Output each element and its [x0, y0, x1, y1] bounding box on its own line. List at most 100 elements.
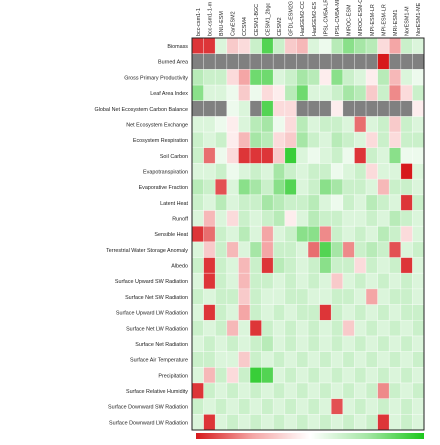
- heatmap-cell: [412, 320, 425, 337]
- heatmap-cell: [296, 147, 309, 164]
- heatmap-cell: [261, 367, 274, 384]
- heatmap-cell: [377, 382, 390, 399]
- column-label: CESM1_2bgc: [265, 2, 271, 36]
- heatmap-cell: [319, 38, 332, 54]
- heatmap-cell: [296, 382, 309, 399]
- heatmap-cell: [354, 304, 367, 321]
- heatmap-cell: [273, 163, 286, 180]
- heatmap-cell: [377, 210, 390, 227]
- heatmap-cell: [250, 288, 262, 305]
- heatmap-cell: [342, 273, 355, 290]
- heatmap-cell: [215, 147, 228, 164]
- heatmap-cell: [273, 351, 286, 368]
- heatmap-cell: [192, 147, 204, 164]
- heatmap-cell: [412, 38, 425, 54]
- heatmap-cell: [192, 163, 204, 180]
- heatmap-cell: [400, 132, 413, 149]
- heatmap-cell: [308, 367, 320, 384]
- heatmap-cell: [192, 85, 204, 102]
- heatmap-cell: [366, 163, 378, 180]
- heatmap-cell: [296, 163, 309, 180]
- heatmap-cell: [377, 288, 390, 305]
- heatmap-cell: [319, 367, 332, 384]
- heatmap-cell: [389, 241, 402, 258]
- heatmap-cell: [284, 257, 297, 274]
- heatmap-cell: [412, 116, 425, 133]
- heatmap-cell: [308, 194, 320, 211]
- heatmap-cell: [250, 210, 262, 227]
- row-label: Surface Air Temperature: [130, 358, 188, 364]
- heatmap-cell: [377, 85, 390, 102]
- heatmap-cell: [226, 288, 239, 305]
- heatmap-cell: [250, 241, 262, 258]
- heatmap-cell: [377, 163, 390, 180]
- heatmap-cell: [226, 53, 239, 70]
- heatmap-cell: [366, 147, 378, 164]
- heatmap-cell: [331, 367, 344, 384]
- heatmap-cell: [412, 241, 425, 258]
- heatmap-cell: [389, 179, 402, 196]
- heatmap-cell: [342, 351, 355, 368]
- heatmap-cell: [203, 335, 216, 352]
- heatmap-cell: [308, 69, 320, 86]
- heatmap-cell: [377, 273, 390, 290]
- heatmap-cell: [412, 367, 425, 384]
- heatmap-cell: [261, 53, 274, 70]
- heatmap-cell: [192, 351, 204, 368]
- heatmap-cell: [296, 288, 309, 305]
- heatmap-cell: [366, 69, 378, 86]
- heatmap-cell: [226, 85, 239, 102]
- heatmap-cell: [331, 382, 344, 399]
- heatmap-cell: [331, 320, 344, 337]
- heatmap-cell: [284, 398, 297, 415]
- heatmap-cell: [412, 273, 425, 290]
- heatmap-cell: [273, 382, 286, 399]
- heatmap-cell: [273, 257, 286, 274]
- heatmap-cell: [261, 132, 274, 149]
- heatmap-cell: [250, 367, 262, 384]
- heatmap-cell: [273, 38, 286, 54]
- heatmap-cell: [284, 163, 297, 180]
- heatmap-cell: [319, 179, 332, 196]
- heatmap-cell: [203, 132, 216, 149]
- heatmap-cell: [366, 194, 378, 211]
- heatmap-cell: [203, 85, 216, 102]
- heatmap-cell: [273, 147, 286, 164]
- heatmap-cell: [308, 85, 320, 102]
- heatmap-cell: [377, 53, 390, 70]
- heatmap-cell: [203, 38, 216, 54]
- heatmap-cell: [296, 304, 309, 321]
- heatmap-cell: [308, 241, 320, 258]
- heatmap-cell: [308, 226, 320, 243]
- heatmap-cell: [366, 288, 378, 305]
- row-label: Surface Upward SW Radiation: [115, 279, 188, 285]
- heatmap-cell: [238, 273, 251, 290]
- heatmap-cell: [342, 147, 355, 164]
- heatmap-cell: [400, 335, 413, 352]
- heatmap-cell: [331, 226, 344, 243]
- heatmap-cell: [284, 367, 297, 384]
- heatmap-cell: [226, 210, 239, 227]
- heatmap-cell: [296, 226, 309, 243]
- heatmap-cell: [366, 53, 378, 70]
- heatmap-cell: [400, 69, 413, 86]
- heatmap-cell: [238, 288, 251, 305]
- heatmap-cell: [354, 226, 367, 243]
- row-label: Runoff: [172, 217, 188, 223]
- heatmap-cell: [331, 273, 344, 290]
- heatmap-cell: [203, 100, 216, 117]
- heatmap-cell: [226, 226, 239, 243]
- heatmap-cell: [226, 147, 239, 164]
- heatmap-cell: [366, 179, 378, 196]
- heatmap-cell: [412, 382, 425, 399]
- heatmap-cell: [226, 100, 239, 117]
- heatmap-cell: [389, 163, 402, 180]
- heatmap-cell: [215, 100, 228, 117]
- heatmap-cell: [296, 241, 309, 258]
- heatmap-cell: [319, 351, 332, 368]
- heatmap-cell: [296, 116, 309, 133]
- heatmap-cell: [261, 335, 274, 352]
- heatmap-cell: [296, 69, 309, 86]
- heatmap-cell: [354, 69, 367, 86]
